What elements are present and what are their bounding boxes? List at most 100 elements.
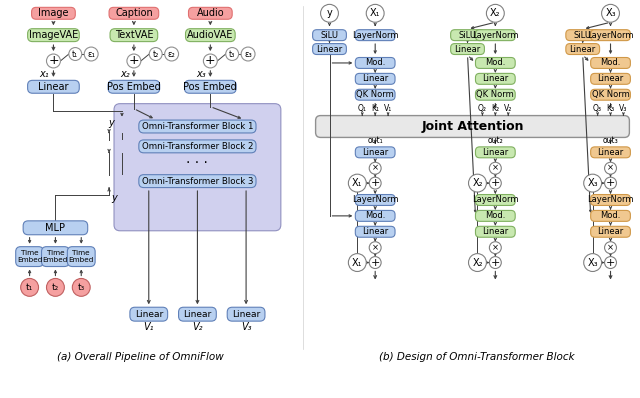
FancyBboxPatch shape — [476, 195, 515, 205]
Circle shape — [366, 4, 384, 22]
Text: LayerNorm: LayerNorm — [588, 31, 634, 40]
Text: out₁: out₁ — [367, 136, 383, 145]
Circle shape — [20, 279, 38, 297]
FancyBboxPatch shape — [476, 226, 515, 237]
Text: TextVAE: TextVAE — [115, 30, 153, 40]
Text: t₁: t₁ — [26, 283, 33, 292]
FancyBboxPatch shape — [355, 73, 395, 84]
Text: K₃: K₃ — [607, 104, 614, 113]
FancyBboxPatch shape — [31, 7, 76, 19]
FancyBboxPatch shape — [355, 57, 395, 68]
Text: Linear: Linear — [362, 227, 388, 236]
Text: Audio: Audio — [196, 8, 224, 18]
Text: ×: × — [492, 243, 499, 252]
Circle shape — [226, 48, 239, 60]
Text: Joint Attention: Joint Attention — [421, 120, 524, 133]
Circle shape — [204, 54, 218, 68]
Text: QK Norm: QK Norm — [356, 90, 394, 99]
Circle shape — [127, 54, 141, 68]
Text: +: + — [491, 258, 500, 267]
Circle shape — [149, 48, 162, 60]
Circle shape — [605, 177, 616, 189]
Text: AudioVAE: AudioVAE — [187, 30, 234, 40]
Text: Mod.: Mod. — [485, 211, 506, 220]
Text: K₁: K₁ — [371, 104, 379, 113]
Text: MLP: MLP — [45, 223, 65, 233]
Circle shape — [72, 279, 90, 297]
Text: Linear: Linear — [362, 148, 388, 157]
Text: Mod.: Mod. — [600, 59, 621, 67]
FancyBboxPatch shape — [476, 30, 515, 41]
Text: Linear: Linear — [134, 310, 163, 319]
FancyBboxPatch shape — [108, 80, 160, 93]
Text: +: + — [371, 258, 380, 267]
Text: QK Norm: QK Norm — [591, 90, 629, 99]
Circle shape — [490, 242, 501, 254]
Circle shape — [69, 48, 82, 60]
Text: Linear: Linear — [316, 45, 342, 54]
Text: V₁: V₁ — [384, 104, 392, 113]
Text: ×: × — [372, 243, 379, 252]
Text: ε₃: ε₃ — [244, 49, 252, 59]
Text: · · ·: · · · — [186, 156, 209, 170]
FancyBboxPatch shape — [110, 29, 157, 42]
Text: +: + — [491, 178, 500, 188]
FancyBboxPatch shape — [591, 57, 630, 68]
FancyBboxPatch shape — [355, 211, 395, 221]
Text: +: + — [606, 178, 615, 188]
Text: Q₂: Q₂ — [478, 104, 487, 113]
Text: Linear: Linear — [482, 74, 508, 83]
Text: LayerNorm: LayerNorm — [352, 195, 399, 205]
Circle shape — [468, 254, 486, 271]
Text: Time
Embed: Time Embed — [68, 250, 94, 263]
Text: ImageVAE: ImageVAE — [29, 30, 78, 40]
FancyBboxPatch shape — [355, 195, 395, 205]
FancyBboxPatch shape — [184, 80, 236, 93]
FancyBboxPatch shape — [476, 147, 515, 158]
Text: Linear: Linear — [183, 310, 212, 319]
Text: x₁: x₁ — [40, 69, 49, 79]
FancyBboxPatch shape — [566, 30, 600, 41]
Text: y: y — [326, 8, 332, 18]
FancyBboxPatch shape — [591, 195, 630, 205]
Circle shape — [47, 54, 60, 68]
Circle shape — [369, 242, 381, 254]
Text: Image: Image — [38, 8, 68, 18]
Text: SiLU: SiLU — [458, 31, 477, 40]
Circle shape — [486, 4, 504, 22]
FancyBboxPatch shape — [591, 147, 630, 158]
FancyBboxPatch shape — [355, 30, 395, 41]
Text: Mod.: Mod. — [365, 59, 385, 67]
Text: Caption: Caption — [115, 8, 153, 18]
Text: Linear: Linear — [232, 310, 260, 319]
Text: Linear: Linear — [482, 227, 508, 236]
FancyBboxPatch shape — [16, 247, 44, 267]
FancyBboxPatch shape — [139, 175, 256, 187]
Circle shape — [584, 174, 602, 192]
FancyBboxPatch shape — [476, 73, 515, 84]
FancyBboxPatch shape — [355, 147, 395, 158]
Text: ×: × — [372, 164, 379, 173]
FancyBboxPatch shape — [355, 89, 395, 100]
Circle shape — [605, 242, 616, 254]
Text: Pos Embed: Pos Embed — [107, 82, 161, 92]
Text: Linear: Linear — [597, 148, 623, 157]
Text: Omni-Transformer Block 1: Omni-Transformer Block 1 — [141, 122, 253, 131]
FancyBboxPatch shape — [476, 89, 515, 100]
Circle shape — [490, 162, 501, 174]
Text: t₃: t₃ — [229, 49, 236, 59]
FancyBboxPatch shape — [67, 247, 95, 267]
Text: Linear: Linear — [38, 82, 68, 92]
Text: Mod.: Mod. — [600, 211, 621, 220]
Text: LayerNorm: LayerNorm — [472, 31, 518, 40]
Circle shape — [321, 4, 339, 22]
FancyBboxPatch shape — [316, 115, 629, 137]
Text: (b) Design of Omni-Transformer Block: (b) Design of Omni-Transformer Block — [379, 352, 574, 362]
Text: V₂: V₂ — [192, 322, 203, 332]
Circle shape — [84, 47, 98, 61]
Text: V₂: V₂ — [504, 104, 513, 113]
Text: ×: × — [607, 243, 614, 252]
Text: LayerNorm: LayerNorm — [472, 195, 518, 205]
Text: out₂: out₂ — [488, 136, 503, 145]
Text: X₁: X₁ — [370, 8, 380, 18]
